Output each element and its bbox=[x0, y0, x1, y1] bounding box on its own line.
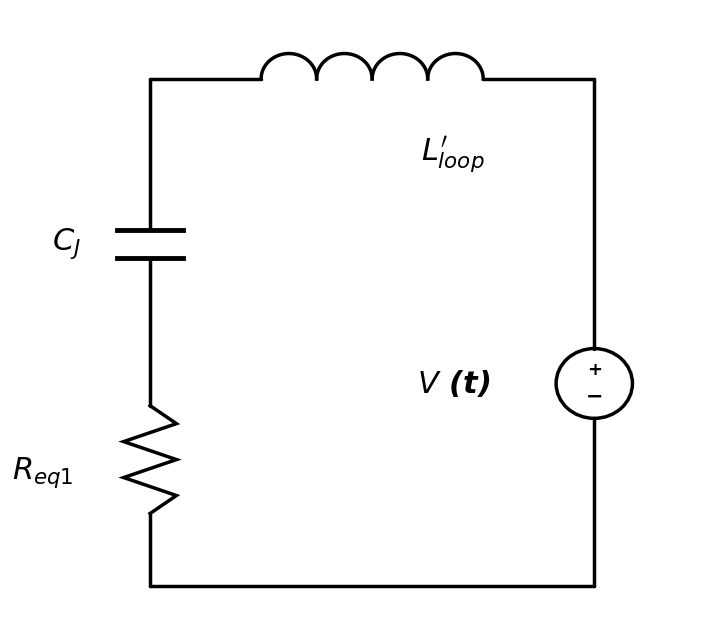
Text: $C_{J}$: $C_{J}$ bbox=[52, 227, 81, 261]
Text: +: + bbox=[587, 361, 601, 379]
Text: −: − bbox=[586, 387, 603, 406]
Text: $L^{\prime}_{loop}$: $L^{\prime}_{loop}$ bbox=[421, 134, 484, 176]
Text: $R_{eq1}$: $R_{eq1}$ bbox=[12, 455, 74, 490]
Text: $V$ (t): $V$ (t) bbox=[417, 368, 490, 399]
